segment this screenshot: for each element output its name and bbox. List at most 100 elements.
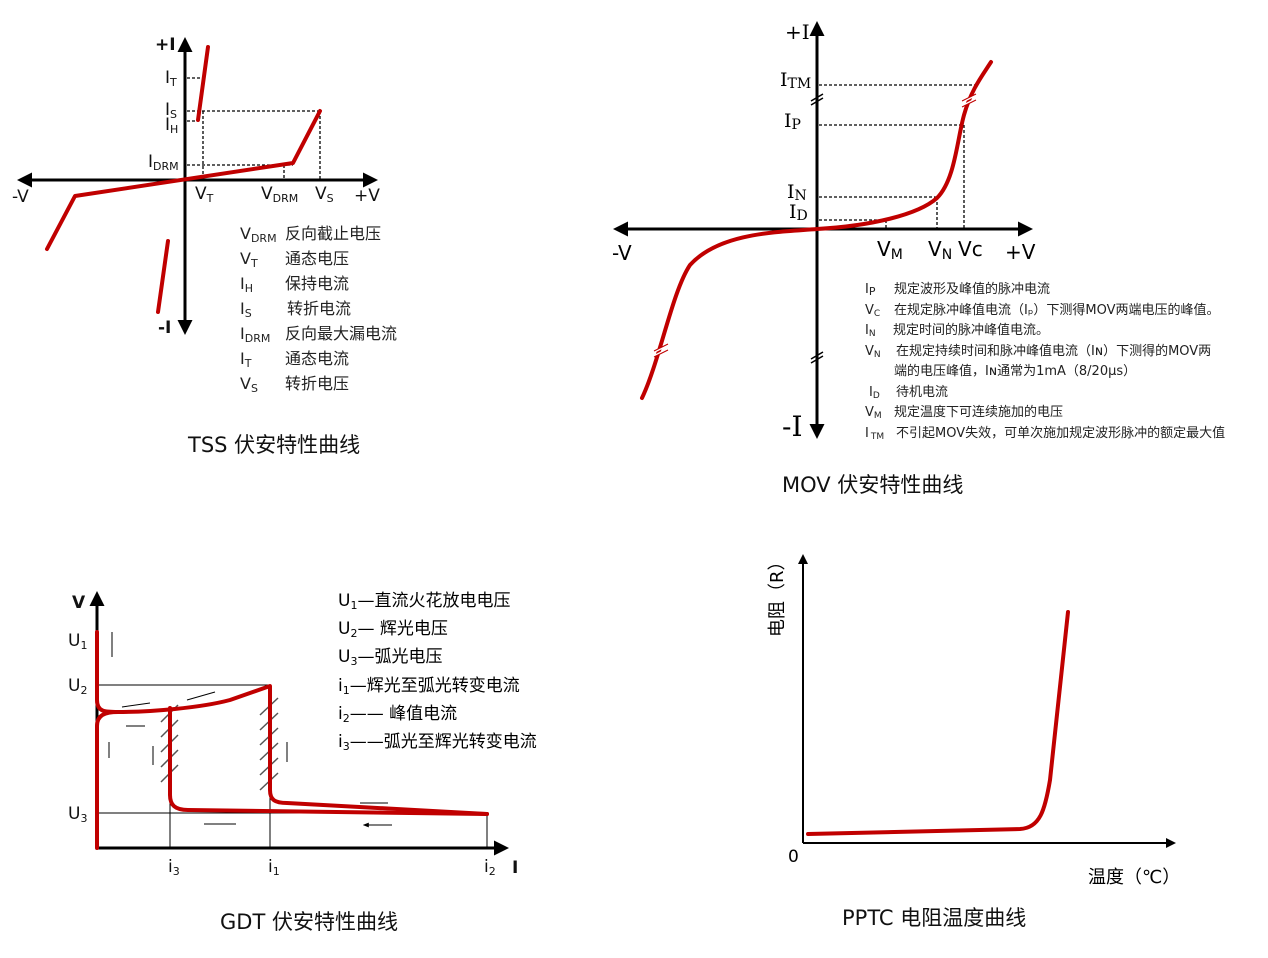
gdt-u2-label: U2 bbox=[68, 676, 87, 697]
svg-text:U2— 辉光电压: U2— 辉光电压 bbox=[338, 619, 448, 640]
mov-vc-label: Vc bbox=[958, 237, 983, 261]
svg-text:端的电压峰值，Iɴ通常为1mA（8/20μs）: 端的电压峰值，Iɴ通常为1mA（8/20μs） bbox=[894, 363, 1136, 379]
legend-item: IH 保持电流 bbox=[240, 274, 349, 295]
svg-text:转折电流: 转折电流 bbox=[287, 299, 351, 318]
gdt-u1-label: U1 bbox=[68, 631, 87, 652]
svg-text:i1—辉光至弧光转变电流: i1—辉光至弧光转变电流 bbox=[338, 676, 520, 697]
tss-main-curve bbox=[45, 109, 322, 251]
svg-text:U1—直流火花放电电压: U1—直流火花放电电压 bbox=[338, 591, 510, 612]
mov-ip-label: IP bbox=[784, 110, 801, 133]
mov-itm-label: ITM bbox=[780, 69, 811, 92]
tss-vdrm-label: VDRM bbox=[261, 184, 298, 205]
svg-text:IP: IP bbox=[865, 282, 876, 298]
tss-legend: VDRM 反向截止电压 VT 通态电压 IH 保持电流 IS 转折电流 IDRM 反向最大… bbox=[240, 224, 397, 395]
svg-text:VN: VN bbox=[865, 344, 881, 360]
tss-guide-lines bbox=[187, 77, 321, 180]
mov-diagram: +I -I -V +V ITM IP IN ID VM VN Vc IP 规定波形… bbox=[612, 20, 1225, 497]
pptc-x-label: 温度（℃） bbox=[1088, 867, 1180, 888]
tss-minus-i-label: -I bbox=[158, 318, 171, 338]
tss-plus-v-label: +V bbox=[354, 186, 380, 206]
gdt-title: GDT 伏安特性曲线 bbox=[220, 910, 398, 934]
tss-on-state-curve bbox=[196, 45, 210, 122]
legend-item: IP 规定波形及峰值的脉冲电流 bbox=[865, 281, 1050, 298]
mov-in-label: IN bbox=[787, 181, 807, 204]
tss-diagram: +I -I -V +V IT IS IH IDRM VT VDRM VS VDR… bbox=[12, 35, 397, 457]
svg-text:IN: IN bbox=[865, 323, 876, 339]
svg-text:规定温度下可连续施加的电压: 规定温度下可连续施加的电压 bbox=[894, 404, 1063, 420]
legend-item: i2—— 峰值电流 bbox=[338, 704, 457, 725]
svg-text:转折电压: 转折电压 bbox=[285, 374, 349, 393]
tss-title: TSS 伏安特性曲线 bbox=[187, 433, 360, 457]
gdt-arc-curve bbox=[168, 706, 489, 816]
legend-item: U3—弧光电压 bbox=[338, 647, 442, 668]
svg-text:VT: VT bbox=[240, 249, 258, 270]
legend-item: I TM 不引起MOV失效，可单次施加规定波形脉冲的额定最大值 bbox=[865, 425, 1225, 442]
svg-text:反向截止电压: 反向截止电压 bbox=[285, 224, 381, 243]
mov-plus-v-label: +V bbox=[1005, 240, 1036, 264]
svg-text:IT: IT bbox=[240, 349, 252, 370]
svg-text:在规定持续时间和脉冲峰值电流（Iɴ）下测得的MOV两: 在规定持续时间和脉冲峰值电流（Iɴ）下测得的MOV两 bbox=[896, 343, 1211, 359]
legend-item: i3——弧光至辉光转变电流 bbox=[338, 732, 537, 753]
svg-text:通态电流: 通态电流 bbox=[285, 349, 349, 368]
legend-item: 端的电压峰值，Iɴ通常为1mA（8/20μs） bbox=[894, 363, 1136, 379]
gdt-direction-arrows bbox=[108, 632, 392, 825]
tss-negative-on-state-curve bbox=[156, 239, 170, 314]
tss-it-label: IT bbox=[165, 68, 177, 89]
gdt-legend: U1—直流火花放电电压 U2— 辉光电压 U3—弧光电压 i1—辉光至弧光转变电… bbox=[338, 591, 537, 753]
mov-vm-label: VM bbox=[877, 237, 903, 263]
mov-minus-v-label: -V bbox=[612, 241, 632, 265]
svg-text:VM: VM bbox=[865, 405, 882, 421]
gdt-u3-label: U3 bbox=[68, 804, 87, 825]
mov-plus-i-label: +I bbox=[785, 20, 810, 44]
svg-text:IH: IH bbox=[240, 274, 253, 295]
svg-text:IS: IS bbox=[240, 299, 252, 320]
legend-item: IN 规定时间的脉冲峰值电流。 bbox=[865, 322, 1049, 339]
mov-curve bbox=[640, 60, 993, 400]
legend-item: VT 通态电压 bbox=[240, 249, 349, 270]
legend-item: VN 在规定持续时间和脉冲峰值电流（Iɴ）下测得的MOV两 bbox=[865, 343, 1211, 360]
tss-idrm-label: IDRM bbox=[148, 152, 179, 173]
svg-text:VS: VS bbox=[240, 374, 258, 395]
legend-item: IDRM 反向最大漏电流 bbox=[240, 324, 397, 345]
legend-item: VDRM 反向截止电压 bbox=[240, 224, 381, 245]
gdt-diagram: V I U1 U2 U3 i3 i1 i2 U1—直流火花放电电压 U2— 辉光… bbox=[68, 591, 537, 934]
legend-item: VC 在规定脉冲峰值电流（Iₚ）下测得MOV两端电压的峰值。 bbox=[865, 302, 1220, 319]
svg-text:规定时间的脉冲峰值电流。: 规定时间的脉冲峰值电流。 bbox=[893, 322, 1049, 338]
mov-vn-label: VN bbox=[928, 237, 952, 263]
gdt-i1-label: i1 bbox=[268, 857, 280, 878]
mov-minus-i-label: -I bbox=[782, 410, 803, 443]
gdt-i-label: I bbox=[512, 858, 518, 878]
pptc-diagram: 电阻（R） 0 温度（℃） PPTC 电阻温度曲线 bbox=[767, 552, 1180, 930]
svg-text:待机电流: 待机电流 bbox=[896, 385, 948, 400]
legend-item: U1—直流火花放电电压 bbox=[338, 591, 510, 612]
svg-text:i3——弧光至辉光转变电流: i3——弧光至辉光转变电流 bbox=[338, 732, 537, 753]
legend-item: ID 待机电流 bbox=[869, 385, 948, 401]
svg-text:不引起MOV失效，可单次施加规定波形脉冲的额定最大值: 不引起MOV失效，可单次施加规定波形脉冲的额定最大值 bbox=[896, 425, 1225, 441]
mov-curve-break-marks bbox=[653, 93, 977, 358]
gdt-return-curve bbox=[95, 710, 120, 850]
pptc-origin-label: 0 bbox=[788, 847, 799, 867]
svg-text:在规定脉冲峰值电流（Iₚ）下测得MOV两端电压的峰值。: 在规定脉冲峰值电流（Iₚ）下测得MOV两端电压的峰值。 bbox=[894, 302, 1220, 318]
svg-text:ID: ID bbox=[869, 385, 880, 401]
pptc-title: PPTC 电阻温度曲线 bbox=[842, 906, 1026, 930]
mov-axis-break-marks bbox=[810, 93, 824, 364]
mov-id-label: ID bbox=[789, 201, 808, 224]
svg-text:VDRM: VDRM bbox=[240, 224, 277, 245]
svg-text:规定波形及峰值的脉冲电流: 规定波形及峰值的脉冲电流 bbox=[894, 281, 1050, 297]
legend-item: VS 转折电压 bbox=[240, 374, 349, 395]
mov-title: MOV 伏安特性曲线 bbox=[782, 473, 963, 497]
legend-item: IT 通态电流 bbox=[240, 349, 349, 370]
tss-plus-i-label: +I bbox=[155, 35, 176, 55]
svg-text:ITM: I TM bbox=[865, 426, 884, 442]
svg-text:IDRM: IDRM bbox=[240, 324, 270, 345]
svg-text:通态电压: 通态电压 bbox=[285, 249, 349, 268]
tss-minus-v-label: -V bbox=[12, 187, 29, 207]
tss-vs-label: VS bbox=[315, 184, 334, 205]
legend-item: IS 转折电流 bbox=[240, 299, 351, 320]
svg-text:反向最大漏电流: 反向最大漏电流 bbox=[285, 324, 397, 343]
gdt-i3-label: i3 bbox=[168, 857, 180, 878]
tss-is-label: IS bbox=[165, 100, 177, 121]
mov-guide-lines bbox=[819, 84, 975, 229]
mov-legend: IP 规定波形及峰值的脉冲电流 VC 在规定脉冲峰值电流（Iₚ）下测得MOV两端电压… bbox=[865, 281, 1225, 442]
